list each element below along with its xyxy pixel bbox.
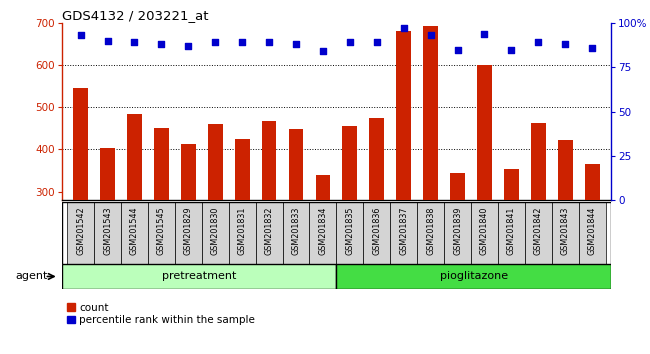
Point: [156, 41, 166, 47]
Bar: [67, 202, 94, 264]
Bar: [337, 264, 611, 289]
Point: [479, 31, 489, 36]
Bar: [148, 202, 175, 264]
Text: pretreatment: pretreatment: [162, 272, 236, 281]
Bar: [531, 123, 546, 318]
Bar: [498, 202, 525, 264]
Text: GSM201830: GSM201830: [211, 207, 220, 255]
Point: [560, 41, 571, 47]
Text: GSM201844: GSM201844: [588, 207, 597, 255]
Bar: [73, 88, 88, 318]
Bar: [154, 127, 169, 318]
Point: [237, 40, 248, 45]
Text: GSM201544: GSM201544: [130, 207, 139, 255]
Bar: [444, 202, 471, 264]
Legend: count, percentile rank within the sample: count, percentile rank within the sample: [67, 303, 255, 325]
Bar: [390, 202, 417, 264]
Text: GSM201829: GSM201829: [184, 207, 193, 255]
Bar: [315, 175, 330, 318]
Bar: [94, 202, 121, 264]
Point: [372, 40, 382, 45]
Text: GSM201834: GSM201834: [318, 207, 328, 255]
Text: GSM201542: GSM201542: [76, 207, 85, 255]
Text: GSM201843: GSM201843: [561, 207, 570, 255]
Bar: [417, 202, 444, 264]
Text: agent: agent: [16, 272, 48, 281]
Text: GSM201838: GSM201838: [426, 207, 435, 255]
Bar: [202, 202, 229, 264]
Point: [452, 47, 463, 52]
Text: GSM201835: GSM201835: [345, 207, 354, 255]
Text: GSM201833: GSM201833: [291, 207, 300, 255]
Bar: [396, 30, 411, 318]
Point: [344, 40, 355, 45]
Bar: [477, 65, 492, 318]
Point: [587, 45, 597, 51]
Bar: [450, 173, 465, 318]
Bar: [423, 26, 438, 318]
Text: GSM201840: GSM201840: [480, 207, 489, 255]
Point: [506, 47, 517, 52]
Bar: [552, 202, 578, 264]
Bar: [585, 164, 599, 318]
Bar: [255, 202, 283, 264]
Point: [318, 48, 328, 54]
Bar: [235, 139, 250, 318]
Bar: [283, 202, 309, 264]
Point: [398, 25, 409, 31]
Text: GSM201842: GSM201842: [534, 207, 543, 255]
Text: GSM201837: GSM201837: [399, 207, 408, 255]
Text: GSM201841: GSM201841: [507, 207, 516, 255]
Text: GSM201839: GSM201839: [453, 207, 462, 255]
Text: GSM201832: GSM201832: [265, 207, 274, 255]
Text: GSM201543: GSM201543: [103, 207, 112, 255]
Bar: [181, 144, 196, 318]
Bar: [471, 202, 498, 264]
Bar: [309, 202, 337, 264]
Bar: [127, 114, 142, 318]
Bar: [262, 121, 276, 318]
Bar: [578, 202, 606, 264]
Point: [75, 33, 86, 38]
Point: [210, 40, 220, 45]
Text: GSM201545: GSM201545: [157, 207, 166, 255]
Bar: [229, 202, 255, 264]
Bar: [100, 148, 115, 318]
Text: GDS4132 / 203221_at: GDS4132 / 203221_at: [62, 9, 208, 22]
Bar: [289, 129, 304, 318]
Point: [102, 38, 112, 44]
Point: [129, 40, 140, 45]
Bar: [343, 126, 358, 318]
Bar: [337, 202, 363, 264]
Text: GSM201836: GSM201836: [372, 207, 382, 255]
Bar: [369, 118, 384, 318]
Text: pioglitazone: pioglitazone: [439, 272, 508, 281]
Bar: [175, 202, 202, 264]
Point: [183, 43, 194, 49]
Bar: [121, 202, 148, 264]
Text: GSM201831: GSM201831: [238, 207, 246, 255]
Bar: [363, 202, 390, 264]
Bar: [208, 124, 222, 318]
Bar: [62, 264, 337, 289]
Point: [264, 40, 274, 45]
Point: [291, 41, 301, 47]
Point: [533, 40, 543, 45]
Bar: [558, 140, 573, 318]
Point: [425, 33, 436, 38]
Bar: [525, 202, 552, 264]
Bar: [504, 169, 519, 318]
